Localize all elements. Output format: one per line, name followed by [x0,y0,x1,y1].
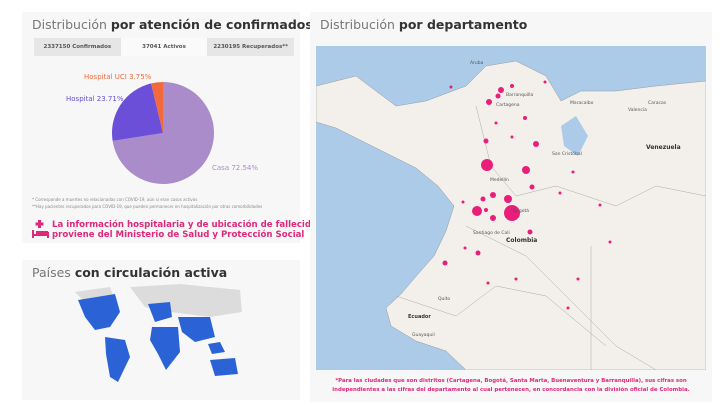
colombia-map[interactable]: Aruba Barranquilla Cartagena Maracaibo C… [316,46,706,370]
map-label: Caracas [648,100,667,106]
department-dot[interactable] [527,229,533,235]
map-label: Cartagena [496,102,520,108]
hospital-bed-icon [32,220,49,238]
department-dot[interactable] [490,192,496,198]
department-dot[interactable] [498,87,504,93]
tab-recuperados[interactable]: 2230195 Recuperados** [213,44,289,50]
department-dot[interactable] [522,166,530,174]
department-dot[interactable] [494,121,498,125]
map-label: Quito [438,296,450,302]
map-label: San Cristóbal [552,150,582,157]
department-dot[interactable] [484,208,488,212]
map-label: Valencia [628,107,647,113]
map-label: Bogotá [513,207,529,214]
map-footnote: *Para las ciudades que son distritos (Ca… [332,378,690,393]
department-dot[interactable] [490,215,496,221]
label-casa: Casa 72.54% [212,164,259,172]
department-dot[interactable] [523,116,527,120]
map-label: Santiago de Cali [473,230,510,236]
department-dot[interactable] [475,250,481,256]
map-label: Ecuador [408,314,431,320]
department-dot[interactable] [481,159,493,171]
paises-title: Países con circulación activa [32,265,228,280]
department-dot[interactable] [566,306,570,310]
department-dot[interactable] [576,277,580,281]
info-text: La información hospitalaria y de ubicaci… [52,220,323,240]
label-hospital: Hospital 23.71% [66,95,124,103]
department-dot[interactable] [543,80,547,84]
department-dot[interactable] [529,184,535,190]
department-dot[interactable] [510,84,514,88]
department-dot[interactable] [449,85,453,89]
department-dot[interactable] [483,138,489,144]
note-2: **Hay pacientes recuperados para COVID-1… [32,204,263,209]
department-dot[interactable] [598,203,602,207]
department-dot[interactable] [558,191,562,195]
pie-slice-1[interactable] [112,83,163,141]
departamento-title: Distribución por departamento [320,17,528,32]
department-dot[interactable] [504,195,512,203]
department-dot[interactable] [571,170,575,174]
map-label: Aruba [470,60,484,66]
department-dot[interactable] [442,260,448,266]
world-map [75,284,242,382]
department-dot[interactable] [472,206,482,216]
department-dot[interactable] [486,99,492,105]
tab-activos[interactable]: 37041 Activos [120,38,208,56]
department-dot[interactable] [495,93,501,99]
pie-chart [112,82,215,185]
pie-slice-0[interactable] [112,82,215,185]
map-label: Maracaibo [570,100,594,106]
label-uci: Hospital UCI 3.75% [84,73,152,81]
map-label: Medellín [490,176,509,183]
map-label: Guayaquil [412,332,435,338]
tab-confirmados[interactable]: 2337150 Confirmados [43,44,112,50]
note-1: * Corresponde a muertes no relacionadas … [32,197,198,202]
map-label: Barranquilla [506,92,534,98]
department-dot[interactable] [463,246,467,250]
pie-slice-2[interactable] [151,82,163,133]
map-label: Venezuela [646,144,681,151]
department-dot[interactable] [461,200,465,204]
department-dot[interactable] [510,135,514,139]
department-dot[interactable] [486,281,490,285]
department-dot[interactable] [480,196,486,202]
status-tabs: 2337150 Confirmados 37041 Activos 223019… [34,38,294,56]
department-dot[interactable] [504,205,520,221]
department-dot[interactable] [514,277,518,281]
confirmados-title: Distribución por atención de confirmados [32,17,313,32]
department-dot[interactable] [533,141,539,147]
map-label: Colombia [506,237,537,244]
department-dot[interactable] [608,240,612,244]
